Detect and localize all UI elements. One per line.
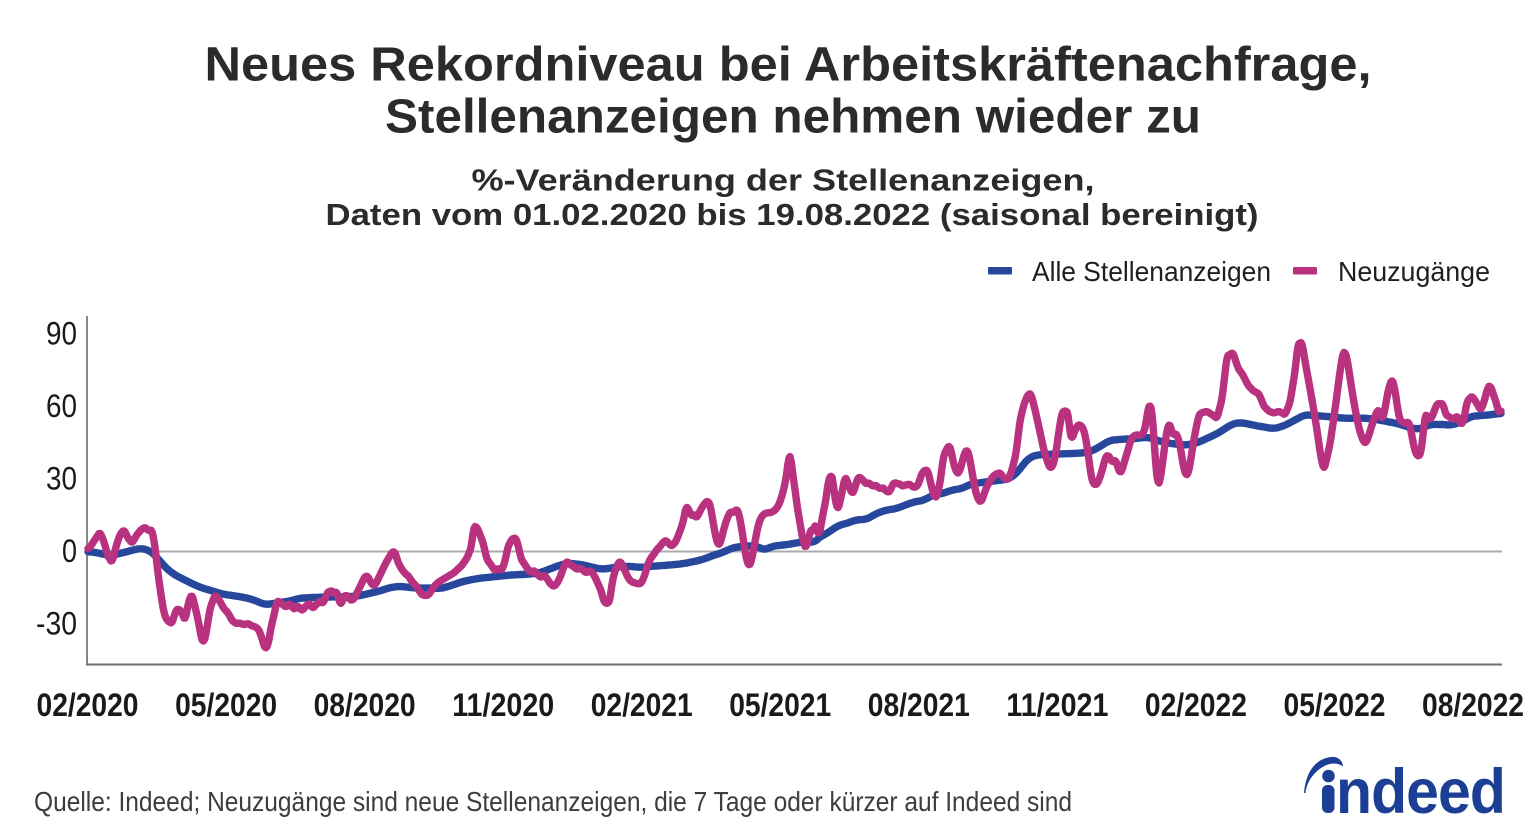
- svg-text:Daten vom 01.02.2020 bis 19.08: Daten vom 01.02.2020 bis 19.08.2022 (sai…: [326, 197, 1259, 232]
- svg-text:02/2022: 02/2022: [1145, 687, 1247, 723]
- svg-text:-30: -30: [36, 606, 77, 642]
- svg-text:60: 60: [46, 388, 77, 424]
- svg-text:Stellenanzeigen nehmen wieder: Stellenanzeigen nehmen wieder zu: [385, 91, 1201, 144]
- svg-text:ndeed: ndeed: [1336, 757, 1505, 827]
- svg-text:%-Veränderung der Stellenanzei: %-Veränderung der Stellenanzeigen,: [472, 163, 1095, 198]
- svg-text:Neues Rekordniveau bei Arbeits: Neues Rekordniveau bei Arbeitskräftenach…: [205, 39, 1372, 92]
- svg-text:05/2020: 05/2020: [175, 687, 277, 723]
- svg-text:11/2020: 11/2020: [452, 687, 554, 723]
- svg-text:90: 90: [46, 316, 77, 352]
- svg-text:30: 30: [46, 461, 77, 497]
- svg-text:05/2021: 05/2021: [729, 687, 831, 723]
- svg-text:02/2020: 02/2020: [37, 687, 139, 723]
- svg-text:0: 0: [62, 533, 77, 569]
- svg-text:Quelle: Indeed; Neuzugänge sin: Quelle: Indeed; Neuzugänge sind neue Ste…: [34, 786, 1072, 817]
- svg-text:Alle Stellenanzeigen: Alle Stellenanzeigen: [1032, 256, 1271, 287]
- svg-text:11/2021: 11/2021: [1006, 687, 1108, 723]
- svg-text:08/2021: 08/2021: [868, 687, 970, 723]
- svg-text:02/2021: 02/2021: [591, 687, 693, 723]
- svg-text:08/2020: 08/2020: [314, 687, 416, 723]
- svg-text:08/2022: 08/2022: [1422, 687, 1524, 723]
- svg-text:Neuzugänge: Neuzugänge: [1338, 256, 1490, 287]
- svg-text:05/2022: 05/2022: [1284, 687, 1386, 723]
